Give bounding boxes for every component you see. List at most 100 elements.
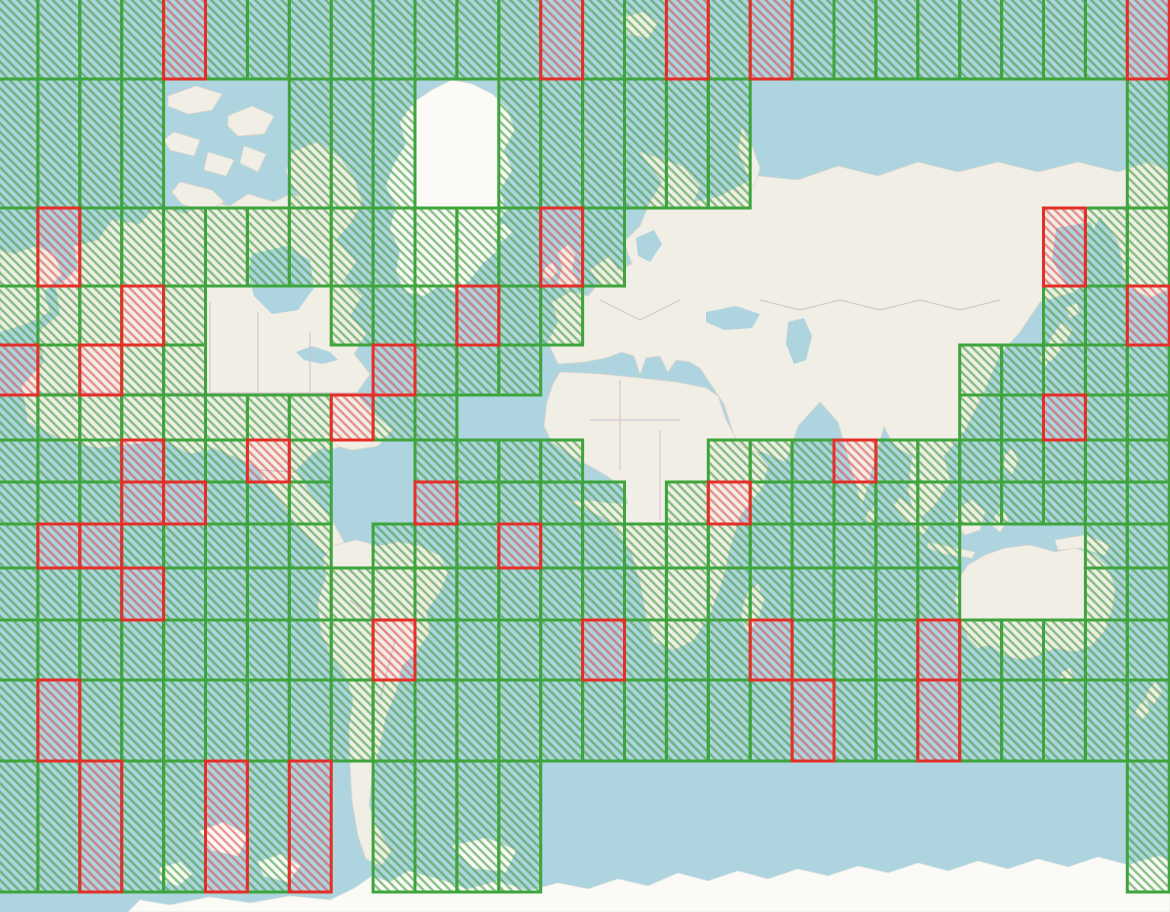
coverage-cell-ok xyxy=(36,438,82,484)
coverage-cell-ok xyxy=(874,678,920,763)
coverage-cell-ok xyxy=(539,480,585,526)
coverage-cell-ok xyxy=(1042,343,1087,397)
coverage-cell-ok xyxy=(287,618,333,682)
coverage-cell-ok xyxy=(1083,566,1129,622)
coverage-cell-ok xyxy=(287,522,333,570)
coverage-cell-ok xyxy=(455,522,501,570)
coverage-cell-ok xyxy=(1042,284,1087,347)
coverage-cell-ok xyxy=(874,480,920,526)
coverage-cell-ok xyxy=(1083,206,1129,288)
coverage-cell-ok xyxy=(623,618,668,682)
coverage-cell-ok xyxy=(371,77,417,210)
coverage-cell-ok xyxy=(78,284,124,347)
coverage-cell-ok xyxy=(204,438,249,484)
coverage-cell-ok xyxy=(706,566,752,622)
coverage-cell-ok xyxy=(1125,438,1170,484)
coverage-cell-ok xyxy=(1042,678,1087,763)
coverage-cell-failed xyxy=(120,438,166,484)
coverage-cell-ok xyxy=(371,522,417,570)
coverage-cell-ok xyxy=(78,480,124,526)
coverage-cell-ok xyxy=(1125,77,1170,210)
coverage-cell-ok xyxy=(0,522,40,570)
coverage-cell-ok xyxy=(0,480,40,526)
coverage-cell-failed xyxy=(120,284,166,347)
coverage-cell-ok xyxy=(413,678,459,763)
coverage-cell-ok xyxy=(916,522,962,570)
coverage-cell-ok xyxy=(162,678,208,763)
coverage-cell-ok xyxy=(245,0,291,81)
coverage-cell-ok xyxy=(664,618,710,682)
coverage-cell-ok xyxy=(204,206,249,288)
coverage-cell-ok xyxy=(748,678,794,763)
coverage-cell-ok xyxy=(78,438,124,484)
coverage-cell-failed xyxy=(790,678,836,763)
coverage-cell-ok xyxy=(832,566,878,622)
coverage-cell-ok xyxy=(204,618,249,682)
coverage-cell-failed xyxy=(539,0,585,81)
coverage-cell-failed xyxy=(706,480,752,526)
coverage-cell-ok xyxy=(0,0,40,81)
coverage-cell-ok xyxy=(162,343,208,397)
coverage-cell-ok xyxy=(371,393,417,442)
coverage-cell-failed xyxy=(455,284,501,347)
coverage-cell-ok xyxy=(455,206,501,288)
coverage-cell-ok xyxy=(329,618,375,682)
inland-water xyxy=(636,230,662,262)
coverage-cell-ok xyxy=(497,284,543,347)
coverage-cell-ok xyxy=(413,393,459,442)
coverage-cell-failed xyxy=(371,343,417,397)
coverage-cell-ok xyxy=(916,480,962,526)
coverage-cell-ok xyxy=(78,0,124,81)
coverage-cell-ok xyxy=(958,343,1004,397)
coverage-cell-ok xyxy=(245,618,291,682)
coverage-cell-ok xyxy=(413,566,459,622)
coverage-cell-ok xyxy=(1125,480,1170,526)
coverage-cell-ok xyxy=(455,343,501,397)
coverage-cell-ok xyxy=(874,566,920,622)
admin-boundary-line xyxy=(599,299,681,321)
coverage-cell-ok xyxy=(664,566,710,622)
coverage-cell-ok xyxy=(0,678,40,763)
coverage-cell-ok xyxy=(1042,480,1087,526)
coverage-cell-ok xyxy=(664,480,710,526)
coverage-cell-ok xyxy=(78,393,124,442)
coverage-cell-ok xyxy=(748,566,794,622)
coverage-cell-ok xyxy=(706,678,752,763)
coverage-cell-ok xyxy=(120,522,166,570)
coverage-cell-ok xyxy=(623,566,668,622)
coverage-cell-ok xyxy=(790,618,836,682)
coverage-cell-ok xyxy=(36,0,82,81)
coverage-cell-failed xyxy=(497,522,543,570)
coverage-cell-ok xyxy=(204,678,249,763)
coverage-cell-ok xyxy=(874,0,920,81)
coverage-cell-ok xyxy=(497,0,543,81)
coverage-cell-ok xyxy=(581,566,626,622)
coverage-cell-ok xyxy=(581,77,626,210)
coverage-cell-ok xyxy=(539,522,585,570)
coverage-cell-ok xyxy=(204,393,249,442)
coverage-cell-ok xyxy=(413,522,459,570)
coverage-cell-ok xyxy=(832,678,878,763)
coverage-cell-ok xyxy=(371,0,417,81)
coverage-cell-ok xyxy=(1125,393,1170,442)
coverage-cell-ok xyxy=(371,284,417,347)
ice-landmass xyxy=(127,855,1170,912)
inland-water xyxy=(296,346,338,364)
coverage-cell-ok xyxy=(455,678,501,763)
coverage-cell-ok xyxy=(245,480,291,526)
coverage-cell-ok xyxy=(958,393,1004,442)
coverage-cell-ok xyxy=(36,566,82,622)
coverage-cell-ok xyxy=(78,566,124,622)
coverage-cell-ok xyxy=(623,77,668,210)
coverage-cell-ok xyxy=(1000,678,1045,763)
coverage-cell-ok xyxy=(78,77,124,210)
coverage-cell-ok xyxy=(832,618,878,682)
coverage-cell-ok xyxy=(329,678,375,763)
coverage-cell-failed xyxy=(371,618,417,682)
coverage-cell-ok xyxy=(958,618,1004,682)
coverage-cell-ok xyxy=(1083,343,1129,397)
coverage-cell-ok xyxy=(245,678,291,763)
coverage-cell-ok xyxy=(539,618,585,682)
